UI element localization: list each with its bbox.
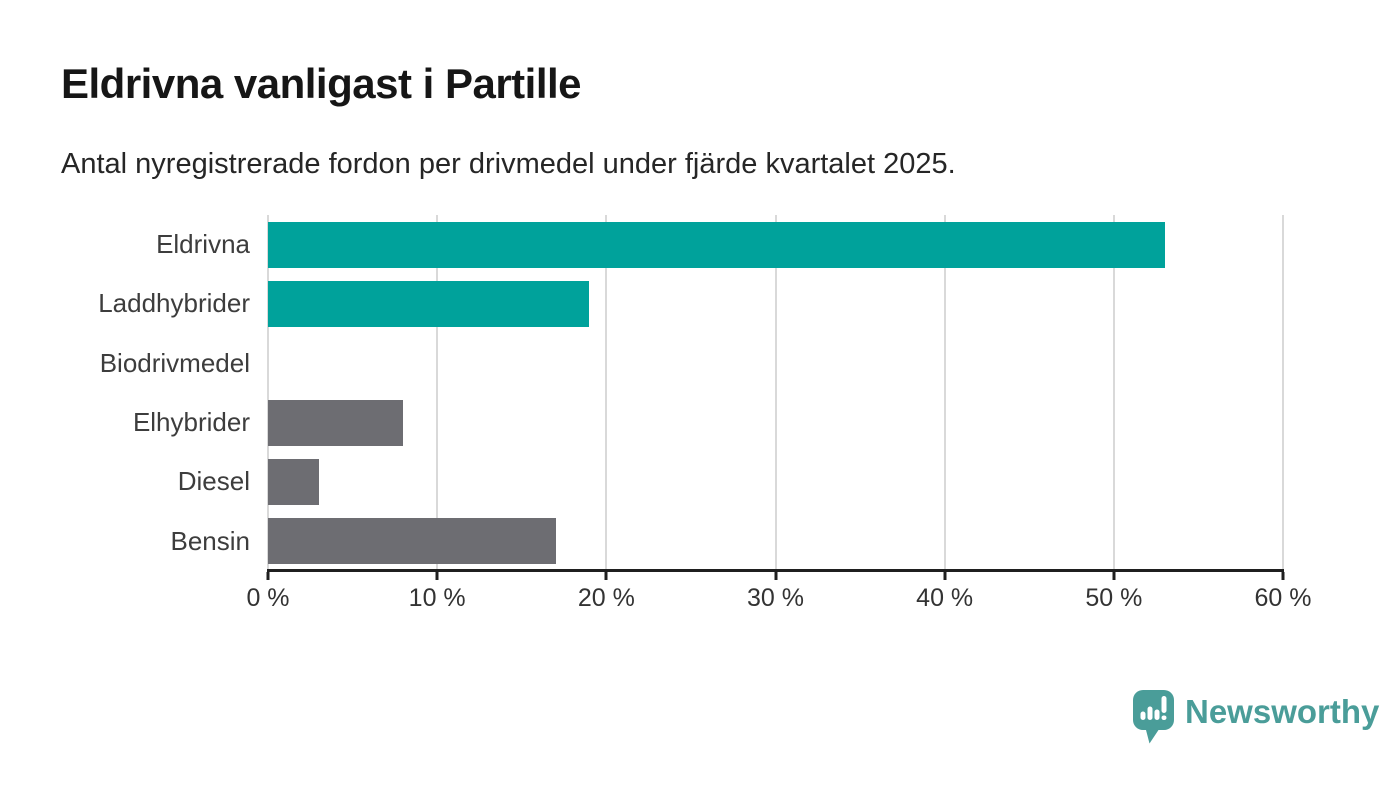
x-axis-tick: [943, 572, 947, 580]
bar-row-diesel: [268, 452, 1283, 511]
plot-area: [267, 215, 1284, 571]
gridline: [267, 215, 269, 571]
bar-elhybrider: [268, 399, 404, 446]
x-tick-label: 10 %: [408, 584, 466, 612]
chart-title: Eldrivna vanligast i Partille: [61, 60, 582, 107]
bar-row-biodrivmedel: [268, 334, 1283, 393]
x-axis-tick: [604, 572, 608, 580]
bar-laddhybrider: [268, 280, 590, 327]
x-tick-label: 60 %: [1254, 584, 1312, 612]
category-label-bensin: Bensin: [170, 525, 251, 556]
x-tick-label: 30 %: [747, 584, 804, 612]
category-label-biodrivmedel: Biodrivmedel: [99, 347, 250, 378]
bar-row-bensin: [268, 512, 1283, 571]
x-axis-tick: [774, 572, 777, 580]
gridline: [943, 215, 946, 571]
gridline: [774, 215, 777, 571]
category-label-laddhybrider: Laddhybrider: [98, 288, 250, 319]
bar-row-eldrivna: [268, 215, 1283, 274]
x-axis-tick: [266, 572, 270, 580]
bar-row-laddhybrider: [268, 274, 1283, 333]
bar-rows: [268, 215, 1283, 571]
bar-bensin: [268, 518, 556, 565]
category-labels: Eldrivna Laddhybrider Biodrivmedel Elhybrid…: [0, 215, 250, 571]
x-tick-label: 50 %: [1085, 584, 1143, 612]
x-tick-label: 0 %: [246, 584, 290, 612]
x-tick-label: 20 %: [577, 584, 635, 612]
chart-subtitle: Antal nyregistrerade fordon per drivmede…: [61, 148, 956, 180]
x-axis-tick: [435, 572, 439, 580]
gridline: [1112, 215, 1115, 571]
x-axis-tick: [1112, 572, 1116, 580]
category-label-eldrivna: Eldrivna: [156, 229, 250, 260]
gridline: [605, 215, 608, 571]
x-axis: 0 % 10 % 20 % 30 % 40 % 50 % 60 %: [246, 572, 1311, 622]
category-label-elhybrider: Elhybrider: [132, 407, 250, 438]
x-axis-line: [267, 569, 1284, 572]
gridline: [1282, 215, 1284, 571]
bar-diesel: [268, 458, 319, 505]
newsworthy-pin-chart-icon: [1133, 690, 1174, 744]
category-label-diesel: Diesel: [177, 466, 250, 497]
newsworthy-logo: Newsworthy: [1133, 690, 1379, 745]
newsworthy-wordmark: Newsworthy: [1185, 693, 1380, 730]
x-axis-tick: [1281, 572, 1285, 580]
bar-row-elhybrider: [268, 393, 1283, 452]
gridline: [436, 215, 439, 571]
bar-eldrivna: [268, 221, 1165, 268]
x-tick-label: 40 %: [916, 584, 974, 612]
